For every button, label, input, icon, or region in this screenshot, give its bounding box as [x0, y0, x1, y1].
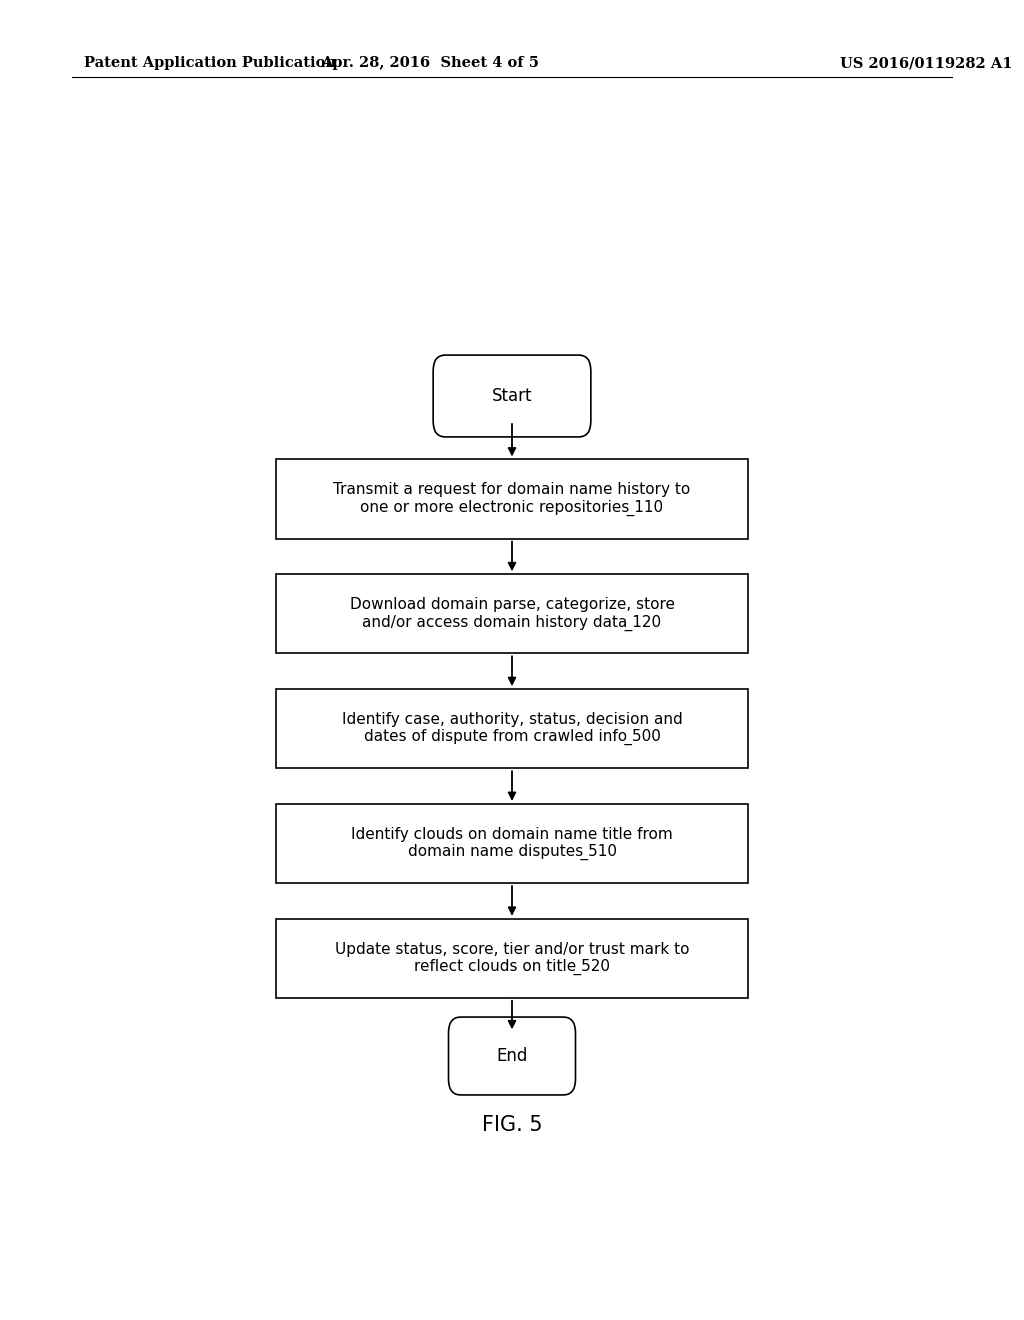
- Text: FIG. 5: FIG. 5: [481, 1114, 543, 1135]
- FancyBboxPatch shape: [433, 355, 591, 437]
- Bar: [276, 574, 748, 653]
- Text: End: End: [497, 1047, 527, 1065]
- Bar: [276, 804, 748, 883]
- Text: Identify clouds on domain name title from
domain name disputes ̲510: Identify clouds on domain name title fro…: [351, 826, 673, 861]
- Text: Patent Application Publication: Patent Application Publication: [84, 57, 336, 70]
- Text: Identify case, authority, status, decision and
dates of dispute from crawled inf: Identify case, authority, status, decisi…: [342, 711, 682, 746]
- Text: Start: Start: [492, 387, 532, 405]
- Text: US 2016/0119282 A1: US 2016/0119282 A1: [840, 57, 1012, 70]
- Bar: [276, 689, 748, 768]
- Text: Transmit a request for domain name history to
one or more electronic repositorie: Transmit a request for domain name histo…: [334, 482, 690, 516]
- Bar: [276, 919, 748, 998]
- Text: Apr. 28, 2016  Sheet 4 of 5: Apr. 28, 2016 Sheet 4 of 5: [322, 57, 539, 70]
- Text: Update status, score, tier and/or trust mark to
reflect clouds on title ̲520: Update status, score, tier and/or trust …: [335, 941, 689, 975]
- FancyBboxPatch shape: [449, 1016, 575, 1096]
- Text: Download domain parse, categorize, store
and/or access domain history data ̲120: Download domain parse, categorize, store…: [349, 597, 675, 631]
- Bar: [276, 459, 748, 539]
